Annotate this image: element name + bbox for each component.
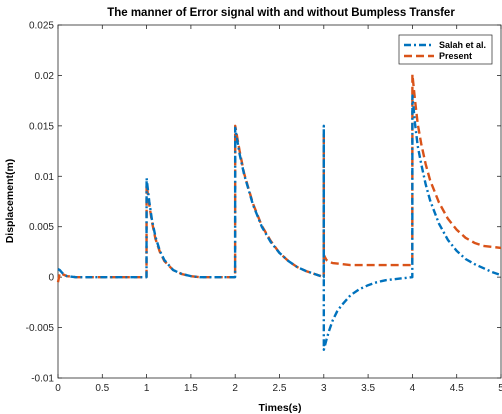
x-tick-label: 1.5	[184, 383, 198, 394]
x-tick-label: 3.5	[361, 383, 375, 394]
y-tick-label: 0.02	[35, 71, 55, 82]
legend-entry-label: Present	[439, 51, 472, 61]
x-tick-label: 2.5	[273, 383, 287, 394]
y-tick-label: 0.025	[29, 21, 54, 32]
x-tick-label: 0.5	[95, 383, 109, 394]
series-line-salah	[57, 94, 502, 351]
legend: Salah et al.Present	[398, 34, 493, 65]
y-tick-label: 0.01	[35, 172, 55, 183]
x-tick-label: 4	[410, 383, 416, 394]
x-tick-label: 4.5	[450, 383, 464, 394]
y-tick-label: -0.01	[31, 374, 54, 385]
x-tick-label: 2	[232, 383, 238, 394]
x-tick-label: 0	[55, 383, 61, 394]
y-tick-label: 0.005	[29, 222, 54, 233]
y-axis-label: Displacement(m)	[4, 159, 16, 244]
y-axis: -0.01 -0.005 0 0.005 0.01 0.015 0.02 0.025	[26, 21, 501, 385]
x-tick-label: 3	[321, 383, 327, 394]
y-tick-label: 0.015	[29, 121, 54, 132]
y-tick-label: 0	[48, 273, 54, 284]
y-tick-label: -0.005	[26, 323, 55, 334]
plot-area	[57, 24, 502, 379]
x-tick-label: 1	[144, 383, 150, 394]
x-axis-label: Times(s)	[259, 402, 302, 414]
series-layer	[56, 73, 502, 351]
legend-box	[398, 34, 493, 65]
legend-entry-label: Salah et al.	[439, 40, 486, 50]
x-tick-label: 5	[498, 383, 502, 394]
x-axis: 0 0.5 1 1.5 2 2.5 3 3.5 4 4.5 5	[55, 25, 502, 394]
chart-title: The manner of Error signal with and with…	[107, 7, 455, 19]
